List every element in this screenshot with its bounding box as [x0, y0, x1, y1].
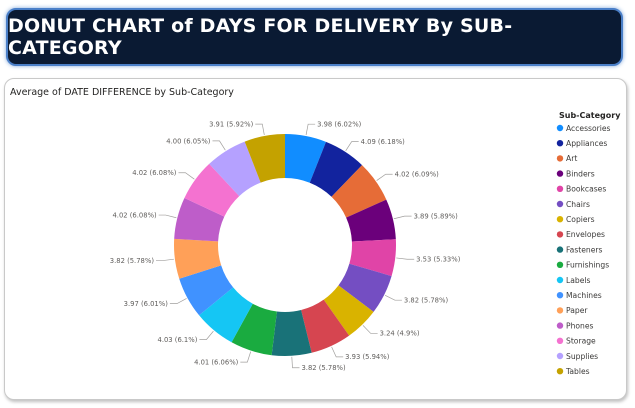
- legend-item-storage[interactable]: Storage: [566, 337, 596, 346]
- legend-item-fasteners[interactable]: Fasteners: [566, 245, 603, 254]
- leader-line: [158, 214, 177, 219]
- legend-title: Sub-Category: [559, 111, 621, 120]
- legend-marker-storage: [556, 337, 564, 344]
- legend-item-tables[interactable]: Tables: [565, 367, 590, 376]
- leader-line: [291, 356, 300, 369]
- legend-item-supplies[interactable]: Supplies: [566, 352, 598, 361]
- data-label-labels: 4.03 (6.1%): [158, 336, 198, 344]
- donut-slices: [174, 134, 396, 356]
- legend-marker-bookcases: [556, 185, 564, 192]
- legend-item-accessories[interactable]: Accessories: [566, 124, 611, 133]
- legend-marker-phones: [556, 322, 564, 329]
- leader-line: [212, 140, 226, 151]
- slice-phones[interactable]: [174, 198, 225, 242]
- leader-line: [178, 172, 195, 180]
- legend-item-copiers[interactable]: Copiers: [566, 215, 595, 224]
- data-label-fasteners: 3.82 (5.78%): [301, 364, 346, 372]
- legend-item-paper[interactable]: Paper: [566, 306, 588, 315]
- legend-marker-furnishings: [556, 261, 564, 268]
- slice-fasteners[interactable]: [271, 310, 312, 356]
- data-label-tables: 3.91 (5.92%): [209, 121, 254, 129]
- leader-line: [199, 330, 214, 340]
- legend-marker-envelopes: [556, 231, 564, 238]
- leader-line: [169, 298, 187, 305]
- legend-item-chairs[interactable]: Chairs: [566, 200, 590, 209]
- slice-supplies[interactable]: [209, 141, 261, 197]
- legend-marker-paper: [556, 307, 564, 314]
- legend-marker-chairs: [556, 200, 564, 208]
- dashboard-title: DONUT CHART of DAYS FOR DELIVERY By SUB-…: [8, 15, 513, 59]
- slice-bookcases[interactable]: [349, 239, 396, 277]
- slice-envelopes[interactable]: [301, 299, 350, 353]
- data-label-accessories: 3.98 (6.02%): [317, 121, 362, 129]
- data-label-appliances: 4.09 (6.18%): [361, 138, 406, 146]
- legend-marker-machines: [556, 292, 564, 299]
- leader-line: [384, 294, 402, 301]
- slice-paper[interactable]: [174, 238, 222, 279]
- leader-line: [331, 346, 344, 358]
- legend: Sub-Category Accessories Appliances Art Bin…: [556, 111, 621, 376]
- slice-labels[interactable]: [199, 287, 253, 343]
- legend-item-envelopes[interactable]: Envelopes: [566, 230, 605, 239]
- data-label-paper: 3.82 (5.78%): [110, 257, 155, 265]
- leader-line: [255, 123, 265, 135]
- leader-line: [305, 123, 316, 136]
- legend-item-art[interactable]: Art: [566, 154, 577, 163]
- leader-line: [345, 141, 359, 152]
- data-label-copiers: 3.24 (4.9%): [380, 330, 420, 338]
- legend-marker-supplies: [556, 352, 564, 360]
- slice-binders[interactable]: [346, 199, 396, 242]
- slice-art[interactable]: [331, 165, 387, 218]
- slice-furnishings[interactable]: [231, 303, 277, 356]
- data-labels: 3.98 (6.02%) 4.09 (6.18%) 4.02 (6.09%) 3.89…: [110, 121, 461, 373]
- data-label-envelopes: 3.93 (5.94%): [345, 353, 390, 361]
- data-label-supplies: 4.00 (6.05%): [166, 137, 211, 145]
- legend-item-appliances[interactable]: Appliances: [566, 139, 607, 148]
- data-label-chairs: 3.82 (5.78%): [404, 297, 449, 305]
- slice-storage[interactable]: [184, 163, 240, 217]
- leader-line: [155, 258, 174, 261]
- legend-item-binders[interactable]: Binders: [566, 169, 595, 178]
- chart-title: Average of DATE DIFFERENCE by Sub-Catego…: [10, 87, 234, 98]
- legend-marker-art: [556, 155, 564, 162]
- leader-line: [376, 173, 393, 181]
- legend-item-furnishings[interactable]: Furnishings: [566, 261, 609, 270]
- data-label-machines: 3.97 (6.01%): [124, 300, 169, 308]
- legend-marker-binders: [556, 170, 564, 177]
- data-label-binders: 3.89 (5.89%): [414, 213, 459, 221]
- legend-item-phones[interactable]: Phones: [566, 321, 594, 330]
- legend-item-labels[interactable]: Labels: [566, 276, 590, 285]
- leader-line: [362, 325, 378, 334]
- leader-line: [240, 351, 252, 363]
- leader-line: [393, 215, 412, 220]
- slice-accessories[interactable]: [285, 134, 326, 183]
- slice-chairs[interactable]: [338, 263, 392, 312]
- legend-marker-accessories: [556, 124, 564, 132]
- legend-marker-tables: [556, 368, 564, 375]
- dashboard-title-banner: DONUT CHART of DAYS FOR DELIVERY By SUB-…: [6, 8, 623, 66]
- data-label-phones: 4.02 (6.08%): [112, 211, 157, 219]
- legend-marker-copiers: [556, 216, 564, 223]
- leader-line: [396, 257, 415, 260]
- data-label-bookcases: 3.53 (5.33%): [416, 256, 461, 264]
- legend-marker-appliances: [556, 140, 564, 147]
- slice-tables[interactable]: [244, 134, 285, 183]
- legend-marker-fasteners: [556, 246, 564, 253]
- data-label-storage: 4.02 (6.08%): [132, 169, 177, 177]
- data-label-art: 4.02 (6.09%): [395, 171, 440, 179]
- slice-appliances[interactable]: [309, 141, 363, 197]
- legend-marker-labels: [556, 276, 564, 284]
- slice-copiers[interactable]: [323, 285, 374, 336]
- legend-item-bookcases[interactable]: Bookcases: [566, 185, 606, 194]
- slice-machines[interactable]: [179, 265, 234, 316]
- data-label-furnishings: 4.01 (6.06%): [194, 358, 239, 366]
- legend-item-machines[interactable]: Machines: [566, 291, 602, 300]
